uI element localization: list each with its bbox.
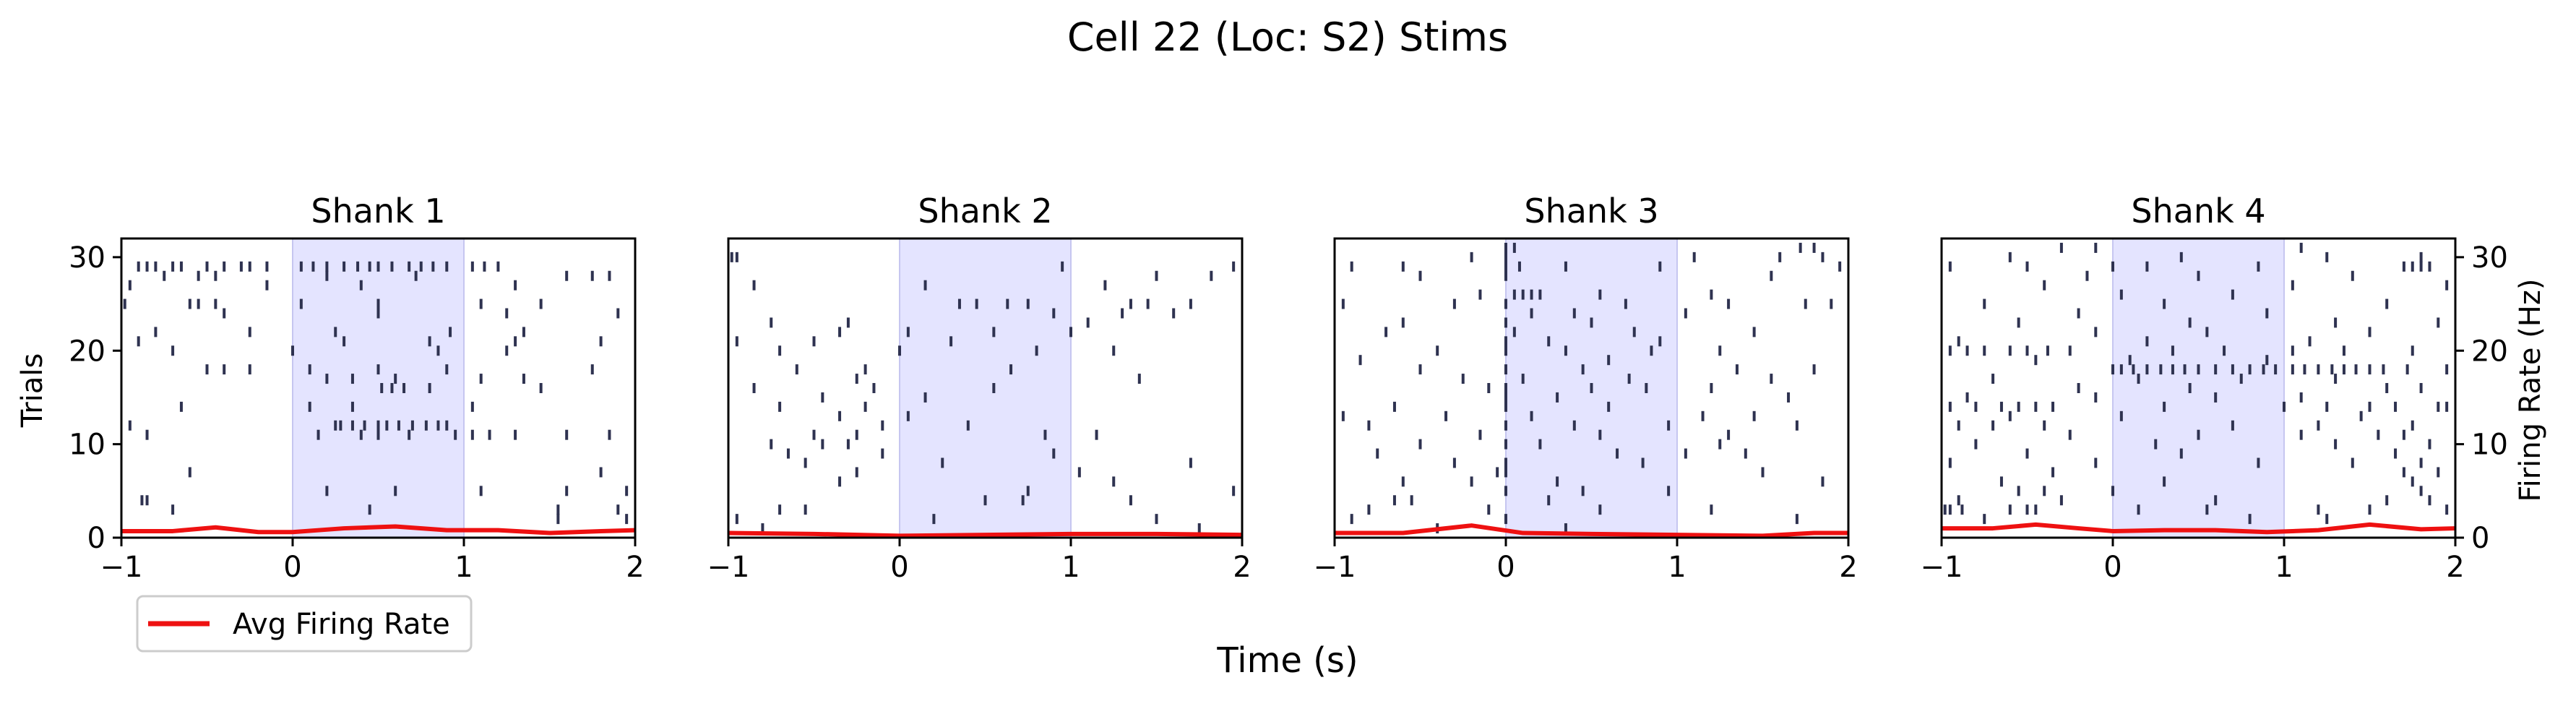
y-tick-label-left: 0 bbox=[87, 522, 105, 555]
x-tick-label: 0 bbox=[1496, 551, 1515, 584]
figure-title: Cell 22 (Loc: S2) Stims bbox=[1067, 14, 1508, 60]
avg-firing-rate-line bbox=[728, 530, 1243, 538]
x-tick-label: −1 bbox=[100, 551, 143, 584]
x-tick-label: 0 bbox=[890, 551, 908, 584]
x-tick-label: −1 bbox=[707, 551, 750, 584]
spike-raster bbox=[1341, 242, 1842, 534]
x-tick-label: 1 bbox=[455, 551, 473, 584]
stimulus-window bbox=[899, 238, 1072, 538]
panel-title: Shank 3 bbox=[1524, 192, 1658, 231]
stimulus-window bbox=[292, 238, 465, 538]
x-axis-label: Time (s) bbox=[1216, 640, 1358, 681]
axes-frame bbox=[727, 237, 1244, 539]
legend-label-avg-firing-rate: Avg Firing Rate bbox=[233, 608, 450, 641]
x-tick-label: −1 bbox=[1314, 551, 1356, 584]
x-tick-label: 1 bbox=[1061, 551, 1080, 584]
panel-shank-3: Shank 3 −1 0 1 2 bbox=[1314, 192, 1858, 584]
x-tick-label: 0 bbox=[2103, 551, 2121, 584]
panel-title: Shank 4 bbox=[2131, 192, 2265, 231]
panel-title: Shank 1 bbox=[311, 192, 445, 231]
spike-raster bbox=[730, 251, 1236, 534]
y-tick-label-right: 10 bbox=[2471, 429, 2508, 462]
axes-frame bbox=[120, 237, 637, 539]
x-tick-label: 2 bbox=[1233, 551, 1251, 584]
y-tick-label-left: 10 bbox=[69, 429, 105, 462]
panel-title: Shank 2 bbox=[918, 192, 1052, 231]
avg-firing-rate-line bbox=[1335, 523, 1848, 538]
x-tick-label: 2 bbox=[626, 551, 644, 584]
y-tick-label-right: 0 bbox=[2471, 522, 2489, 555]
x-tick-label: 2 bbox=[2446, 551, 2464, 584]
legend-frame bbox=[136, 595, 473, 653]
x-tick-label: 1 bbox=[2275, 551, 2293, 584]
x-tick-label: 2 bbox=[1839, 551, 1857, 584]
y-tick-label-right: 30 bbox=[2471, 241, 2508, 275]
spike-raster bbox=[123, 261, 629, 525]
axes-frame bbox=[1333, 237, 1850, 539]
panel-shank-2: Shank 2 −1 0 1 2 bbox=[707, 192, 1252, 584]
spike-raster bbox=[1943, 242, 2449, 525]
avg-firing-rate-line bbox=[121, 524, 636, 536]
y-axis-label-left: Trials bbox=[16, 353, 49, 429]
avg-firing-rate-line bbox=[1942, 522, 2456, 535]
y-axis-label-right: Firing Rate (Hz) bbox=[2514, 279, 2547, 502]
y-tick-label-left: 30 bbox=[69, 241, 105, 275]
x-tick-label: 0 bbox=[283, 551, 301, 584]
legend: Avg Firing Rate bbox=[136, 595, 473, 653]
x-tick-label: −1 bbox=[1921, 551, 1963, 584]
axes-frame bbox=[1940, 237, 2457, 539]
stimulus-window bbox=[2112, 238, 2285, 538]
y-tick-label-right: 20 bbox=[2471, 335, 2508, 368]
y-tick-label-left: 20 bbox=[69, 335, 105, 368]
x-tick-label: 1 bbox=[1668, 551, 1686, 584]
